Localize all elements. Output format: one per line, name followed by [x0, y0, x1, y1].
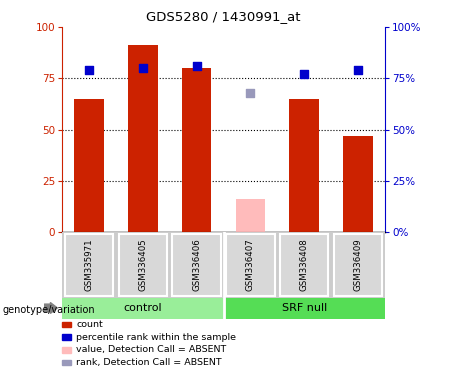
- Text: control: control: [124, 303, 162, 313]
- FancyArrow shape: [44, 303, 57, 313]
- FancyBboxPatch shape: [334, 233, 382, 296]
- Bar: [290, 99, 319, 232]
- Bar: [128, 45, 158, 232]
- Text: GSM335971: GSM335971: [85, 238, 94, 291]
- Text: value, Detection Call = ABSENT: value, Detection Call = ABSENT: [76, 345, 226, 354]
- FancyBboxPatch shape: [226, 233, 275, 296]
- Bar: [74, 99, 104, 232]
- Text: rank, Detection Call = ABSENT: rank, Detection Call = ABSENT: [76, 358, 222, 367]
- Text: GSM336407: GSM336407: [246, 238, 255, 291]
- FancyBboxPatch shape: [65, 233, 113, 296]
- Bar: [343, 136, 373, 232]
- Text: genotype/variation: genotype/variation: [2, 305, 95, 315]
- Point: [247, 89, 254, 96]
- Bar: [62, 298, 224, 319]
- Point: [355, 67, 362, 73]
- Text: SRF null: SRF null: [282, 303, 327, 313]
- Bar: [224, 298, 385, 319]
- Text: GSM336406: GSM336406: [192, 238, 201, 291]
- FancyBboxPatch shape: [280, 233, 328, 296]
- FancyBboxPatch shape: [172, 233, 221, 296]
- Text: GSM336405: GSM336405: [138, 238, 148, 291]
- Point: [193, 63, 201, 69]
- Text: count: count: [76, 320, 103, 329]
- Title: GDS5280 / 1430991_at: GDS5280 / 1430991_at: [146, 10, 301, 23]
- FancyBboxPatch shape: [118, 233, 167, 296]
- Bar: [236, 199, 265, 232]
- Bar: [182, 68, 212, 232]
- Point: [301, 71, 308, 77]
- Text: percentile rank within the sample: percentile rank within the sample: [76, 333, 236, 342]
- Text: GSM336408: GSM336408: [300, 238, 309, 291]
- Text: GSM336409: GSM336409: [354, 238, 362, 291]
- Point: [85, 67, 93, 73]
- Point: [139, 65, 147, 71]
